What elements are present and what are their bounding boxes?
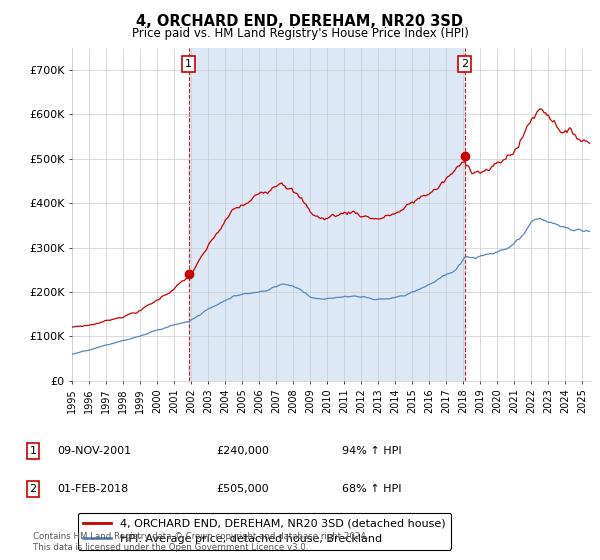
Text: Price paid vs. HM Land Registry's House Price Index (HPI): Price paid vs. HM Land Registry's House …	[131, 27, 469, 40]
Text: 2: 2	[461, 59, 469, 69]
Text: £505,000: £505,000	[216, 484, 269, 494]
Bar	[189, 48, 465, 381]
Text: 4, ORCHARD END, DEREHAM, NR20 3SD: 4, ORCHARD END, DEREHAM, NR20 3SD	[137, 14, 464, 29]
Text: 94% ↑ HPI: 94% ↑ HPI	[342, 446, 401, 456]
Text: 09-NOV-2001: 09-NOV-2001	[57, 446, 131, 456]
Text: 68% ↑ HPI: 68% ↑ HPI	[342, 484, 401, 494]
Text: 1: 1	[185, 59, 192, 69]
Text: 01-FEB-2018: 01-FEB-2018	[57, 484, 128, 494]
Text: Contains HM Land Registry data © Crown copyright and database right 2024.
This d: Contains HM Land Registry data © Crown c…	[33, 532, 368, 552]
Legend: 4, ORCHARD END, DEREHAM, NR20 3SD (detached house), HPI: Average price, detached: 4, ORCHARD END, DEREHAM, NR20 3SD (detac…	[77, 513, 451, 549]
Text: 2: 2	[29, 484, 37, 494]
Text: £240,000: £240,000	[216, 446, 269, 456]
Text: 1: 1	[29, 446, 37, 456]
